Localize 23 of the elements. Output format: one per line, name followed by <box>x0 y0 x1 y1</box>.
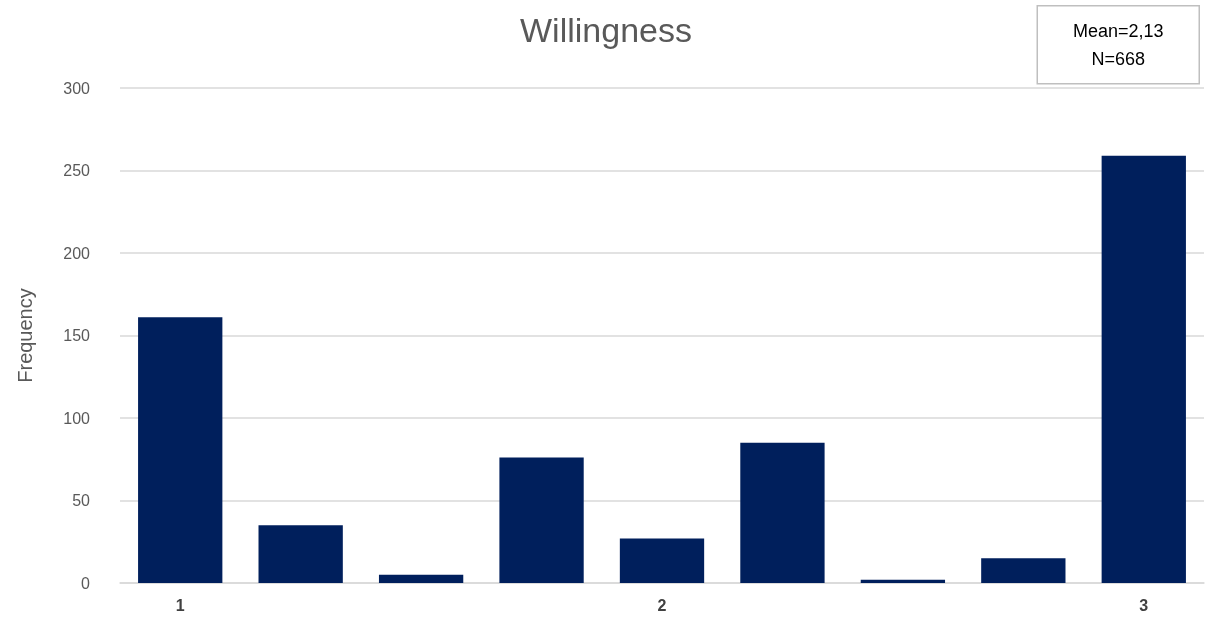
y-tick-label: 100 <box>63 409 91 427</box>
bar <box>860 579 946 583</box>
y-tick-label: 250 <box>63 162 91 179</box>
x-tick-label: 1 <box>175 596 185 614</box>
chart-title: Willingness <box>520 11 692 49</box>
bar <box>1101 155 1186 583</box>
bar <box>619 538 705 583</box>
y-tick-label: 50 <box>72 492 91 509</box>
text: Mean=2,13 <box>1072 20 1164 41</box>
y-axis-title: Frequency <box>14 288 36 383</box>
bar <box>378 574 464 583</box>
bar <box>499 457 584 583</box>
bar <box>258 525 343 583</box>
text: N=668 <box>1091 48 1146 69</box>
y-tick-label: 150 <box>63 327 91 344</box>
bar <box>740 442 825 583</box>
y-tick-label: 0 <box>81 574 91 592</box>
x-tick-label: 3 <box>1139 596 1149 614</box>
y-tick-label: 200 <box>63 244 91 262</box>
y-tick-label: 300 <box>63 79 91 97</box>
bar <box>138 317 223 583</box>
bar <box>981 558 1066 583</box>
x-tick-label: 2 <box>657 596 667 614</box>
